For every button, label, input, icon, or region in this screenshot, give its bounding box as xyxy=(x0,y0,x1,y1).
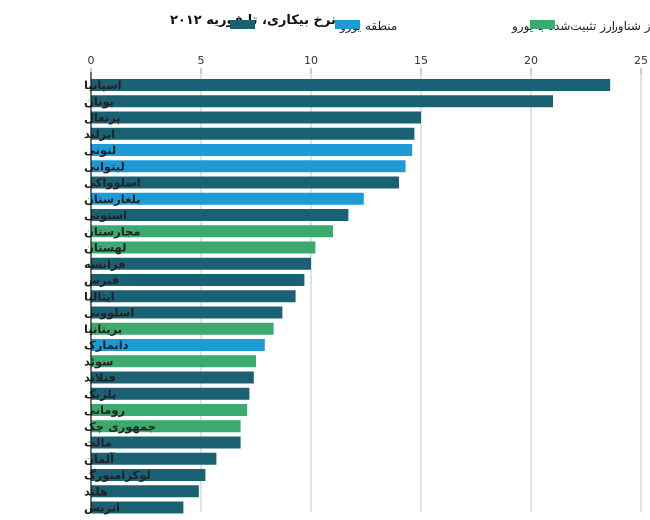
category-label: استونی xyxy=(84,208,127,223)
category-label: پرتغال xyxy=(84,111,121,125)
category-label: فنلاند xyxy=(84,371,116,385)
category-label: لهستان xyxy=(84,241,126,255)
category-label: یونان xyxy=(84,94,114,109)
category-label: فرانسه xyxy=(84,257,126,271)
bar xyxy=(91,371,254,384)
x-axis-ticks: 0 5 10 15 20 25 xyxy=(88,54,648,74)
legend-swatch-euro xyxy=(230,20,255,29)
x-tick-label: 0 xyxy=(88,54,95,67)
bar xyxy=(91,322,274,335)
x-tick-label: 25 xyxy=(634,54,648,67)
bar xyxy=(91,176,399,189)
category-label: ایتالیا xyxy=(84,289,115,303)
bar xyxy=(91,225,333,238)
category-label: آلمان xyxy=(84,452,115,466)
bar xyxy=(91,452,217,465)
bar xyxy=(91,192,364,205)
bar xyxy=(91,339,265,351)
category-label: بلغارستان xyxy=(84,192,141,206)
category-label: دانمارک xyxy=(84,338,129,352)
category-label: رومانی xyxy=(84,403,125,418)
bar xyxy=(91,290,296,303)
category-label: لوکزامبورگ xyxy=(84,468,151,483)
bar xyxy=(91,306,283,319)
bar xyxy=(91,404,248,416)
bar xyxy=(91,79,611,91)
bar xyxy=(91,111,421,124)
bars xyxy=(91,79,611,514)
bar xyxy=(91,420,241,433)
category-label: هلند xyxy=(84,484,108,498)
category-label: قبرس xyxy=(84,273,119,287)
category-label: لتونی xyxy=(84,143,116,158)
bar xyxy=(91,436,241,449)
category-label: سوئد xyxy=(84,354,113,369)
category-label: اسلوونی xyxy=(84,306,134,321)
bar xyxy=(91,209,349,221)
bar xyxy=(91,144,413,156)
category-label: اسلوواکی xyxy=(84,176,141,191)
bar xyxy=(91,95,553,108)
category-label: بریتانیا xyxy=(84,322,122,336)
category-label: ایرلند xyxy=(84,127,115,141)
bar xyxy=(91,274,305,286)
category-label: مالت xyxy=(84,436,112,450)
bar xyxy=(91,257,311,270)
legend-label-peg: ارز تثبیت‌شده با یورو xyxy=(511,19,615,34)
category-label: اسپانیا xyxy=(84,78,122,92)
legend-swatch-float xyxy=(530,20,555,29)
x-tick-label: 10 xyxy=(304,54,318,67)
legend-swatch-peg xyxy=(335,20,360,29)
bar xyxy=(91,387,250,400)
bar xyxy=(91,127,415,140)
bar xyxy=(91,355,256,368)
bar xyxy=(91,160,406,173)
category-label: اتریش xyxy=(84,501,120,515)
bar xyxy=(91,485,199,498)
x-tick-label: 5 xyxy=(198,54,205,67)
x-tick-label: 20 xyxy=(524,54,538,67)
bar xyxy=(91,501,184,514)
category-label: لیتوانی xyxy=(84,159,125,174)
bar xyxy=(91,241,316,254)
x-tick-label: 15 xyxy=(414,54,428,67)
category-label: جمهوری چک xyxy=(84,419,156,434)
category-label: بلژیک xyxy=(84,387,116,401)
legend-label-float: ارز شناور xyxy=(611,19,650,34)
category-label: مجارستان xyxy=(84,224,140,238)
bar xyxy=(91,469,206,481)
